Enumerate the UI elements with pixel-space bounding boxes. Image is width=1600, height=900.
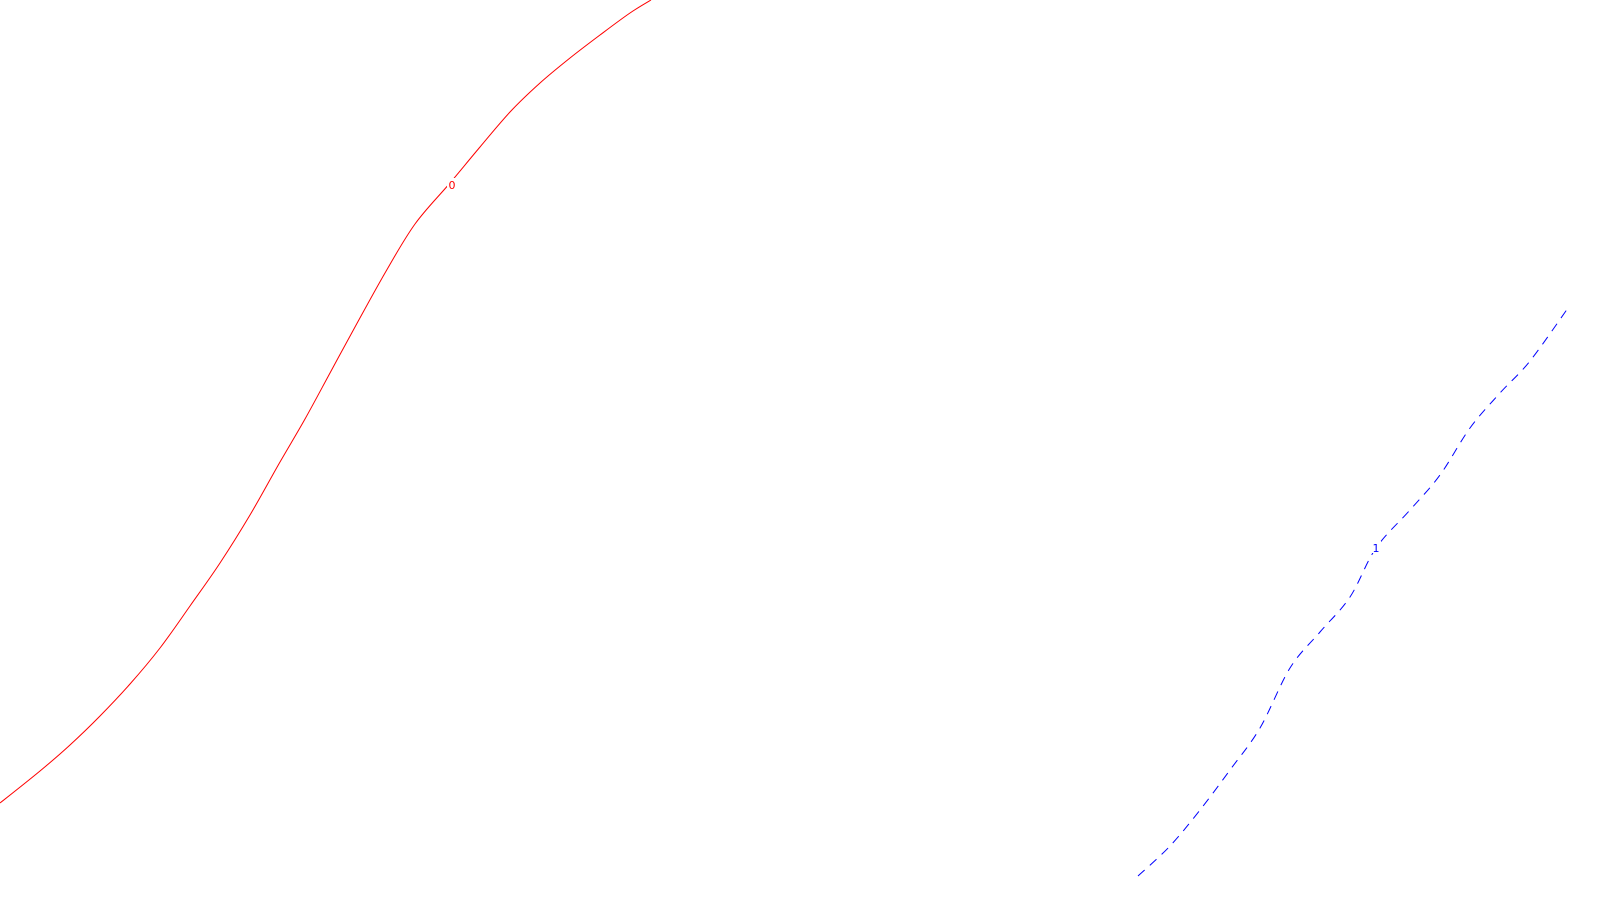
contour-line-1 <box>1137 307 1569 877</box>
contour-label-background-0 <box>447 178 457 190</box>
contour-label-0: 0 <box>449 179 456 192</box>
contour-line-0 <box>0 0 652 804</box>
contour-label-background-1 <box>1371 541 1381 553</box>
contour-label-1: 1 <box>1373 542 1380 555</box>
